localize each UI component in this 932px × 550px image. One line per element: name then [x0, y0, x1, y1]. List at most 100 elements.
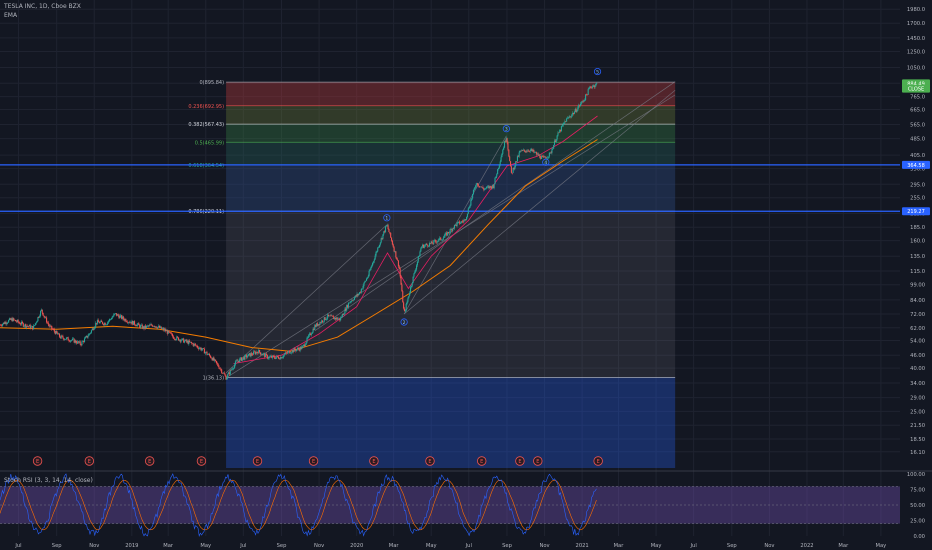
time-tick-label: May	[876, 543, 887, 549]
price-tick-label: 115.0	[910, 269, 925, 275]
time-tick-label: Jul	[465, 543, 472, 549]
candle-body	[102, 322, 104, 324]
candle-body	[567, 117, 569, 119]
candle-body	[172, 336, 174, 339]
candle-body	[157, 326, 159, 329]
candle-body	[45, 317, 47, 319]
price-tick-label: 46.00	[910, 353, 925, 359]
candle-body	[240, 357, 242, 359]
candle-body	[321, 320, 323, 323]
price-tick-label: 1450.0	[907, 36, 925, 42]
earnings-marker	[84, 456, 95, 466]
earnings-marker	[196, 456, 207, 466]
candle-body	[290, 352, 293, 354]
candle-body	[535, 152, 537, 153]
candle-body	[57, 333, 59, 335]
indicator-label[interactable]: EMA	[4, 12, 18, 19]
candle-body	[350, 301, 352, 303]
price-tick-label: 62.00	[910, 326, 925, 332]
earnings-marker	[425, 456, 435, 466]
candle-body	[362, 285, 364, 289]
time-axis: Jul Sep Nov 2019 Mar May Jul Sep Nov 2020 Mar May Ju…	[14, 543, 886, 549]
candle-body	[344, 308, 346, 314]
candle-body	[485, 186, 487, 189]
candle-body	[385, 225, 387, 227]
candle-body	[216, 363, 218, 365]
candle-body	[309, 333, 311, 335]
candle-body	[541, 156, 544, 157]
candle-body	[26, 325, 28, 328]
candle-body	[155, 326, 157, 328]
candle-body	[27, 325, 29, 327]
candle-body	[235, 360, 237, 362]
candle-body	[240, 357, 243, 361]
candle-body	[27, 326, 30, 327]
candle-body	[264, 353, 266, 357]
candle-body	[262, 353, 264, 355]
candle-body	[169, 332, 171, 333]
candle-body	[308, 334, 310, 338]
candle-body	[75, 340, 77, 343]
candle-body	[36, 320, 38, 323]
candle-body	[309, 333, 312, 336]
earnings-marker	[32, 456, 43, 466]
stoch-rsi-label[interactable]: Stoch RSI (3, 3, 14, 14, close)	[4, 477, 93, 484]
candle-body	[579, 103, 581, 106]
candle-body	[30, 326, 32, 329]
candle-body	[584, 100, 586, 101]
candle-body	[322, 321, 324, 323]
candle-body	[481, 186, 483, 188]
candle-body	[246, 355, 248, 358]
candle-body	[111, 317, 113, 320]
candle-body	[469, 205, 471, 208]
candle-body	[274, 357, 276, 359]
candle-body	[302, 345, 304, 347]
candle-body	[146, 325, 149, 327]
candle-body	[311, 332, 313, 334]
candle-body	[134, 324, 136, 326]
candle-body	[414, 271, 416, 274]
candle-body	[2, 324, 4, 326]
candle-body	[189, 340, 191, 343]
candle-body	[222, 372, 224, 374]
earnings-label: E	[36, 459, 39, 465]
candle-body	[595, 83, 597, 86]
trend-line	[314, 81, 676, 332]
candle-body	[170, 332, 172, 334]
candle-body	[556, 135, 558, 140]
candle-body	[591, 86, 594, 88]
candle-body	[276, 355, 278, 358]
candle-body	[96, 320, 99, 324]
candle-body	[3, 322, 5, 324]
candle-body	[199, 347, 201, 349]
candle-body	[201, 349, 203, 351]
candle-body	[71, 338, 73, 341]
candle-body	[432, 243, 434, 244]
candle-body	[90, 332, 92, 334]
candle-body	[118, 315, 120, 319]
candle-body	[389, 232, 391, 233]
candle-body	[391, 240, 393, 245]
candle-body	[181, 338, 183, 341]
candle-body	[472, 189, 475, 195]
candle-body	[558, 132, 560, 134]
candle-body	[19, 322, 21, 325]
candle-body	[318, 324, 320, 326]
candle-body	[535, 152, 537, 155]
fib-band	[226, 164, 676, 212]
candle-body	[569, 116, 571, 118]
candle-body	[516, 161, 518, 162]
candle-body	[540, 157, 542, 159]
candle-body	[246, 356, 249, 358]
horizontal-lines	[0, 164, 900, 212]
candle-body	[399, 268, 401, 277]
price-tick-label: 84.00	[910, 298, 925, 304]
candle-body	[353, 299, 355, 301]
fib-level-label: 1(36.13)	[203, 375, 224, 381]
candle-body	[370, 267, 372, 271]
candle-body	[100, 320, 102, 323]
candle-body	[211, 358, 213, 361]
candle-body	[150, 324, 152, 326]
